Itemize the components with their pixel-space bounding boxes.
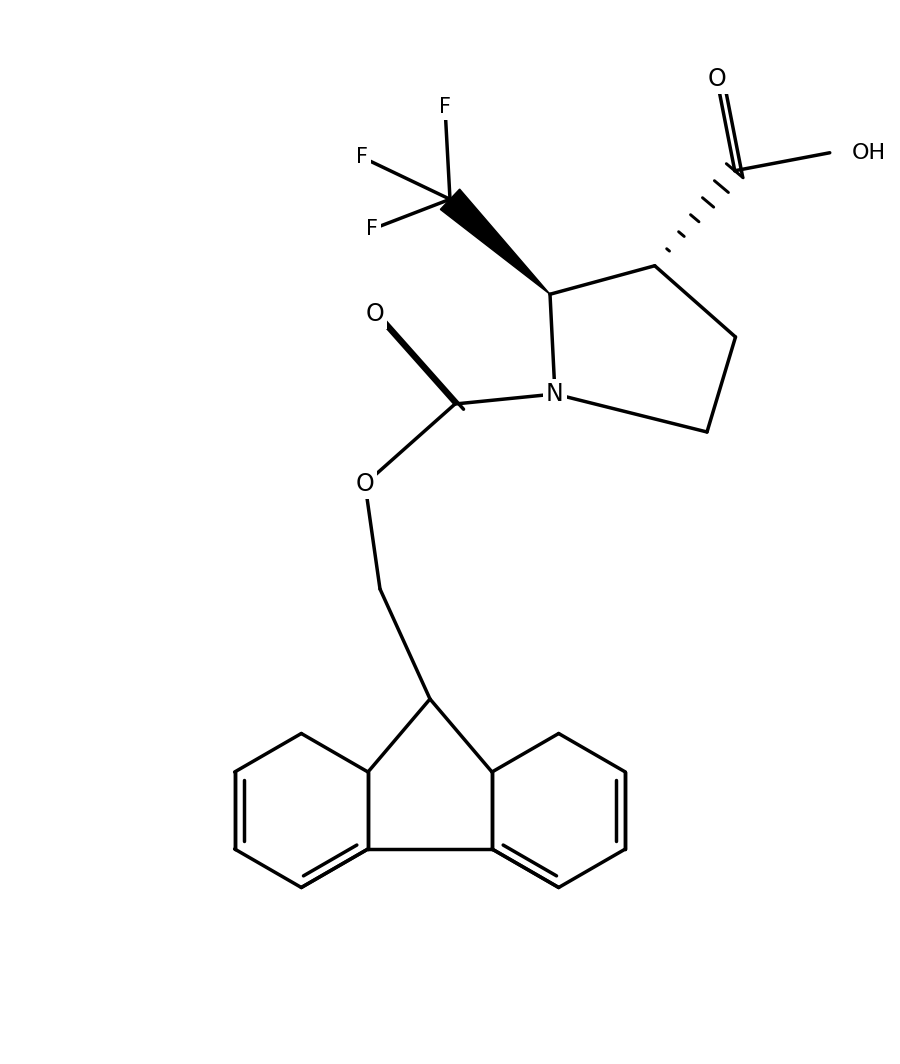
- Text: F: F: [439, 97, 451, 117]
- Text: O: O: [365, 302, 384, 326]
- Text: N: N: [546, 382, 564, 406]
- Text: OH: OH: [851, 143, 886, 163]
- Text: F: F: [366, 219, 378, 239]
- Text: O: O: [707, 67, 726, 90]
- Polygon shape: [440, 189, 550, 295]
- Text: F: F: [356, 147, 368, 167]
- Text: O: O: [356, 472, 374, 496]
